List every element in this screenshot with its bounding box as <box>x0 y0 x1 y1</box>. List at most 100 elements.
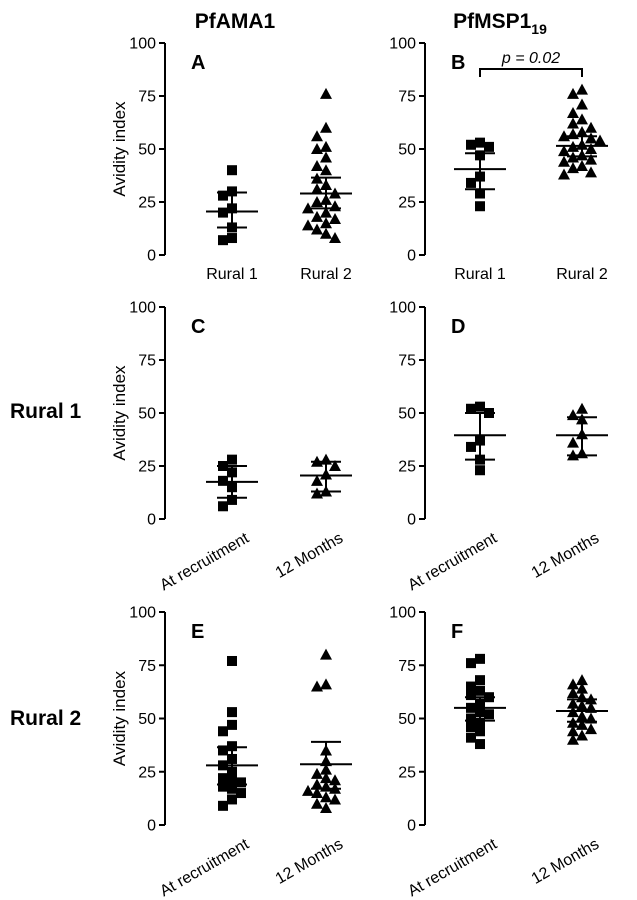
data-point-triangle <box>311 767 323 779</box>
data-point-triangle <box>302 202 314 214</box>
data-point-triangle <box>558 155 570 167</box>
data-point-triangle <box>311 183 323 195</box>
data-point-triangle <box>567 409 579 421</box>
data-point-square <box>227 165 237 176</box>
y-tick-label: 0 <box>407 818 416 835</box>
data-point-square <box>466 690 476 701</box>
panel-a: 0 25 50 75 100 Avidity index A Rural 1 Rural 2 <box>110 36 352 283</box>
data-point-square <box>484 141 494 152</box>
data-point-square <box>227 707 237 718</box>
y-tick-label: 50 <box>398 406 416 423</box>
y-tick-label: 100 <box>129 300 156 317</box>
data-point-triangle <box>585 153 597 165</box>
data-point-triangle <box>576 159 588 171</box>
category-label: Rural 1 <box>454 266 506 283</box>
y-tick-label: 75 <box>398 353 416 370</box>
data-point-square <box>227 741 237 752</box>
data-point-triangle <box>576 674 588 686</box>
data-point-square <box>466 713 476 724</box>
data-point-square <box>475 401 485 412</box>
data-point-square <box>475 685 485 696</box>
data-point-square <box>466 403 476 414</box>
panel-b: 0 25 50 75 100 B Rural 1 Rural 2 p = 0.02 <box>389 36 608 283</box>
category-label: Rural 2 <box>556 266 608 283</box>
data-point-triangle <box>311 143 323 154</box>
panel-d: 0 25 50 75 100 D At recruitment 12 Months <box>389 300 608 594</box>
data-point-triangle <box>320 121 332 133</box>
data-point-square <box>227 783 237 794</box>
data-point-triangle <box>585 143 597 154</box>
data-point-triangle <box>576 98 588 110</box>
panel-f: 0 25 50 75 100 F At recruitment 12 Months <box>389 605 608 900</box>
category-label: At recruitment <box>157 835 252 900</box>
data-point-square <box>466 722 476 733</box>
data-point-triangle <box>585 166 597 178</box>
data-point-triangle <box>311 130 323 142</box>
y-tick-label: 100 <box>389 36 416 53</box>
data-point-square <box>236 788 246 799</box>
category-label: At recruitment <box>157 529 252 594</box>
category-label: At recruitment <box>405 529 500 594</box>
category-label: Rural 1 <box>206 266 258 283</box>
data-point-triangle <box>320 164 332 176</box>
y-axis-label: Avidity index <box>110 365 129 461</box>
data-point-triangle <box>311 680 323 692</box>
data-point-triangle <box>329 774 341 786</box>
data-point-triangle <box>567 106 579 118</box>
column-title-pfama1: PfAMA1 <box>195 10 276 33</box>
data-point-triangle <box>320 87 332 99</box>
data-point-triangle <box>302 219 314 231</box>
data-point-triangle <box>567 162 579 174</box>
data-point-square <box>475 726 485 737</box>
data-point-square <box>466 441 476 452</box>
data-point-triangle <box>576 126 588 138</box>
panel-e: 0 25 50 75 100 Avidity index E At recruitment 12… <box>110 605 352 900</box>
data-point-triangle <box>576 729 588 741</box>
panel-letter: B <box>451 52 465 74</box>
data-point-triangle <box>329 460 341 471</box>
data-point-square <box>466 177 476 188</box>
y-tick-label: 50 <box>398 142 416 159</box>
data-point-square <box>227 655 237 666</box>
data-point-square <box>475 675 485 686</box>
data-point-square <box>218 773 228 784</box>
data-point-square <box>466 732 476 743</box>
data-point-square <box>475 717 485 728</box>
data-point-square <box>218 207 228 218</box>
data-point-triangle <box>311 196 323 207</box>
y-tick-label: 0 <box>407 248 416 265</box>
data-point-square <box>475 739 485 750</box>
y-tick-label: 50 <box>138 406 156 423</box>
data-point-square <box>484 709 494 720</box>
y-tick-label: 75 <box>138 89 156 106</box>
data-point-triangle <box>585 121 597 133</box>
data-point-square <box>475 653 485 664</box>
y-tick-label: 75 <box>138 353 156 370</box>
data-point-triangle <box>558 130 570 142</box>
data-point-triangle <box>576 718 588 730</box>
data-point-triangle <box>320 217 332 229</box>
data-point-triangle <box>576 682 588 694</box>
panel-letter: F <box>451 621 463 643</box>
data-point-triangle <box>567 436 579 448</box>
data-point-square <box>475 465 485 476</box>
data-point-triangle <box>320 801 332 813</box>
data-point-square <box>466 658 476 669</box>
y-tick-label: 75 <box>398 89 416 106</box>
category-label: 12 Months <box>529 836 602 888</box>
data-point-square <box>466 681 476 692</box>
data-point-triangle <box>558 145 570 157</box>
data-point-triangle <box>320 227 332 239</box>
row-title-rural-1: Rural 1 <box>10 400 82 423</box>
y-tick-label: 25 <box>398 195 416 212</box>
category-label: Rural 2 <box>300 266 352 283</box>
y-tick-label: 25 <box>138 459 156 476</box>
category-label: 12 Months <box>529 530 602 582</box>
data-point-triangle <box>567 87 579 99</box>
data-point-square <box>218 190 228 201</box>
y-tick-label: 100 <box>129 605 156 622</box>
y-tick-label: 0 <box>147 512 156 529</box>
row-title-rural-2: Rural 2 <box>10 707 81 730</box>
y-tick-label: 0 <box>147 248 156 265</box>
data-point-triangle <box>567 725 579 737</box>
